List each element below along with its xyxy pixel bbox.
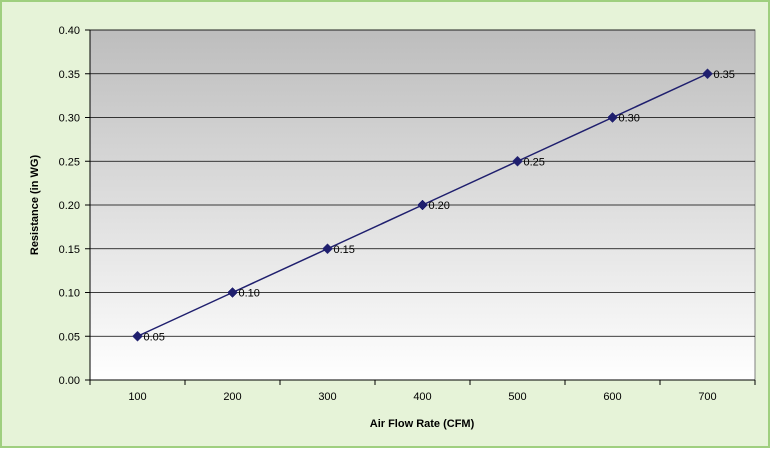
y-tick-label: 0.25 (59, 156, 80, 168)
x-tick-label: 300 (318, 391, 336, 403)
y-axis-title: Resistance (in WG) (29, 155, 41, 256)
data-label: 0.20 (429, 200, 450, 212)
data-point-marker (132, 330, 143, 342)
grid-lines (90, 29, 755, 337)
data-label: 0.30 (619, 113, 640, 125)
series-resistance: 0.05 0.10 0.15 0.20 0.25 0.30 0.35 (132, 68, 735, 343)
x-tick-label: 500 (508, 391, 526, 403)
data-label: 0.35 (714, 69, 735, 81)
data-label: 0.10 (239, 288, 260, 300)
data-label: 0.25 (524, 156, 545, 168)
x-tick-label: 600 (603, 391, 621, 403)
y-tick-label: 0.05 (59, 331, 80, 343)
x-tick-label: 200 (223, 391, 241, 403)
data-point-marker (322, 243, 333, 255)
x-axis: 100 200 300 400 500 600 700 (89, 379, 756, 403)
y-tick-label: 0.40 (59, 25, 80, 37)
y-tick-label: 0.30 (59, 113, 80, 125)
data-point-marker (227, 287, 238, 298)
x-tick-label: 100 (128, 391, 146, 403)
data-point-marker (512, 155, 523, 167)
data-point-marker (417, 199, 428, 211)
y-tick-label: 0.20 (59, 200, 80, 212)
x-tick-label: 700 (698, 391, 716, 403)
y-tick-label: 0.15 (59, 244, 80, 256)
y-tick-label: 0.10 (59, 288, 80, 300)
y-tick-label: 0.00 (59, 375, 80, 387)
y-axis: 0.00 0.05 0.10 0.15 0.20 0.25 0.30 0.35 0.40 (59, 25, 91, 387)
data-point-marker (607, 112, 618, 123)
data-point-marker (702, 68, 713, 80)
y-tick-label: 0.35 (59, 69, 80, 81)
data-label: 0.15 (334, 244, 355, 256)
x-axis-title: Air Flow Rate (CFM) (370, 418, 475, 430)
data-label: 0.05 (144, 331, 165, 343)
x-tick-label: 400 (413, 391, 431, 403)
